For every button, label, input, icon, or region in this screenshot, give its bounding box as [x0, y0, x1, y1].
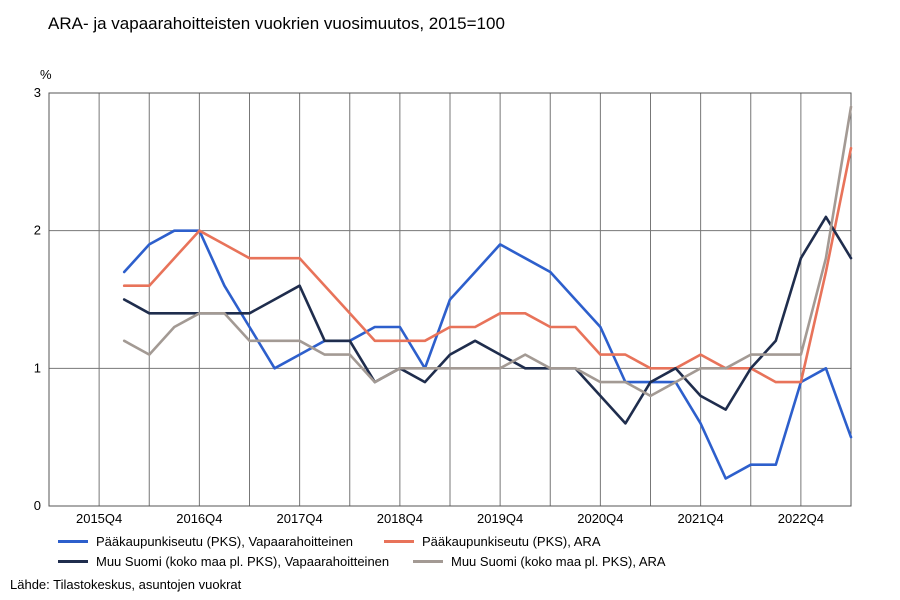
x-tick-label: 2015Q4 [76, 511, 122, 526]
y-tick-labels: 0 1 2 3 [34, 85, 41, 513]
legend-item-pks-ara: Pääkaupunkiseutu (PKS), ARA [384, 532, 601, 550]
chart-title: ARA- ja vapaarahoitteisten vuokrien vuos… [48, 14, 505, 33]
legend-label: Pääkaupunkiseutu (PKS), Vapaarahoitteine… [96, 533, 354, 549]
legend-label: Muu Suomi (koko maa pl. PKS), ARA [451, 553, 666, 569]
x-tick-label: 2018Q4 [377, 511, 423, 526]
x-tick-label: 2016Q4 [176, 511, 222, 526]
y-tick-label: 3 [34, 85, 41, 100]
series-layer [122, 105, 853, 480]
series-line-2 [122, 146, 853, 384]
legend-item-pks-vapaarahoitteinen: Pääkaupunkiseutu (PKS), Vapaarahoitteine… [58, 532, 353, 550]
source-note: Lähde: Tilastokeskus, asuntojen vuokrat [10, 577, 242, 592]
legend-item-muu-suomi-vapaarahoitteinen: Muu Suomi (koko maa pl. PKS), Vapaarahoi… [58, 552, 389, 570]
legend: Pääkaupunkiseutu (PKS), Vapaarahoitteine… [58, 532, 778, 572]
legend-swatch [58, 559, 88, 563]
x-tick-label: 2020Q4 [577, 511, 623, 526]
legend-swatch [384, 539, 414, 543]
legend-label: Pääkaupunkiseutu (PKS), ARA [422, 533, 601, 549]
series-line-3 [122, 215, 853, 425]
y-tick-label: 0 [34, 498, 41, 513]
x-tick-label: 2019Q4 [477, 511, 523, 526]
legend-item-muu-suomi-ara: Muu Suomi (koko maa pl. PKS), ARA [413, 552, 666, 570]
x-tick-labels: 2015Q4 2016Q4 2017Q4 2018Q4 2019Q4 2020Q4 2021… [76, 511, 824, 526]
x-tick-label: 2021Q4 [677, 511, 723, 526]
x-tick-label: 2017Q4 [276, 511, 322, 526]
series-line-1 [122, 229, 853, 480]
y-axis-unit-label: % [40, 67, 52, 82]
x-tick-label: 2022Q4 [778, 511, 824, 526]
plot-frame [48, 92, 852, 507]
series-line-4 [122, 105, 853, 398]
legend-swatch [413, 559, 443, 563]
legend-swatch [58, 539, 88, 543]
legend-label: Muu Suomi (koko maa pl. PKS), Vapaarahoi… [96, 553, 390, 569]
y-tick-label: 1 [34, 360, 41, 375]
y-tick-label: 2 [34, 223, 41, 238]
